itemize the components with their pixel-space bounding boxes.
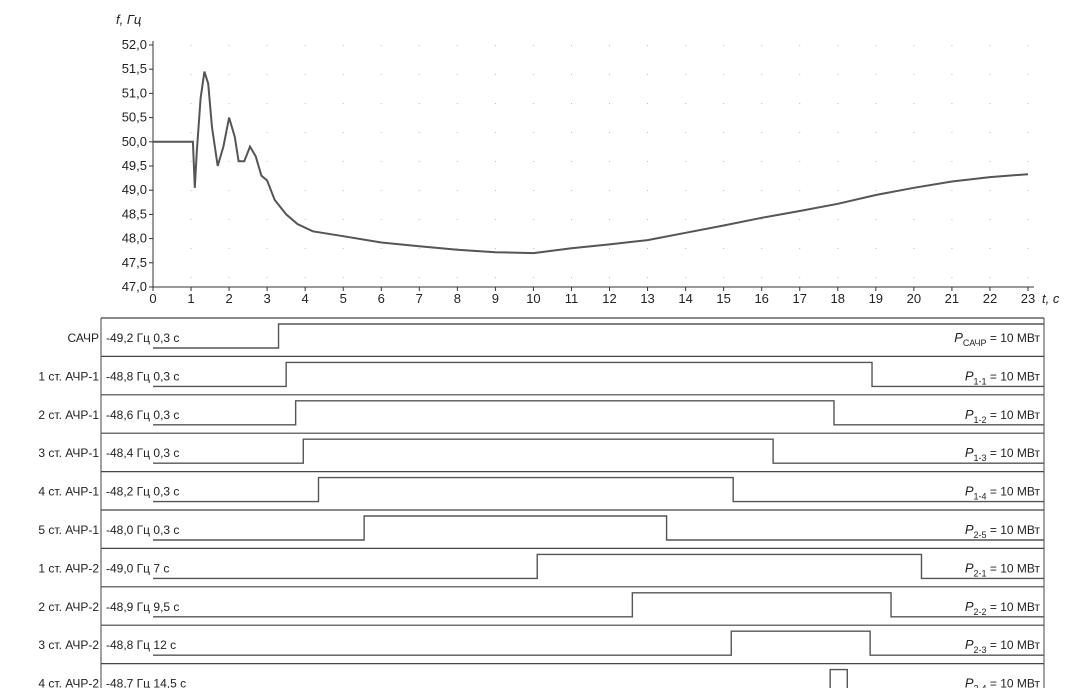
stage-timing-table: САЧР -49,2 Гц 0,3 с PСАЧР = 10 МВт 1 ст. АЧ… [38, 317, 1045, 688]
stage-power-label: P1-4 = 10 МВт [965, 484, 1041, 502]
y-tick-label: 51,5 [122, 61, 147, 76]
stage-power-label: PСАЧР = 10 МВт [954, 330, 1040, 348]
stage-setting: -48,8 Гц 12 с [106, 638, 176, 652]
x-tick-label: 13 [640, 291, 654, 306]
y-tick-label: 51,0 [122, 85, 147, 100]
x-tick-label: 1 [187, 291, 194, 306]
y-tick-label: 48,0 [122, 231, 147, 246]
x-tick-label: 17 [793, 291, 807, 306]
stage-name: 3 ст. АЧР-1 [38, 446, 99, 460]
stage-signal [153, 323, 1044, 349]
frequency-curve [153, 71, 1029, 255]
stage-setting: -48,9 Гц 9,5 с [106, 600, 179, 614]
stage-signal [153, 476, 1044, 503]
y-tick-label: 49,0 [122, 182, 147, 197]
stage-signal [153, 515, 1044, 541]
stage-setting: -48,7 Гц 14,5 с [106, 677, 186, 688]
x-tick-label: 19 [869, 291, 883, 306]
stage-signal [829, 668, 848, 688]
x-tick-label: 5 [340, 291, 347, 306]
stage-name: 5 ст. АЧР-1 [38, 523, 99, 537]
stage-name: 2 ст. АЧР-1 [38, 408, 99, 422]
x-tick-label: 2 [225, 291, 232, 306]
x-tick-label: 6 [378, 291, 385, 306]
stage-name: 3 ст. АЧР-2 [38, 638, 99, 652]
stage-signal [153, 553, 1044, 580]
stage-power-label: P2-2 = 10 МВт [965, 599, 1041, 617]
stage-power-label: P2-5 = 10 МВт [965, 522, 1041, 540]
stage-power-label: P1-2 = 10 МВт [965, 407, 1041, 425]
stage-name: САЧР [68, 331, 99, 345]
x-tick-label: 21 [945, 291, 959, 306]
stage-power-label: P2-4 = 10 МВт [965, 676, 1041, 688]
stage-setting: -48,2 Гц 0,3 с [106, 485, 179, 499]
stage-signal [153, 630, 1044, 656]
stage-signal [153, 361, 1044, 388]
stage-name: 4 ст. АЧР-2 [38, 677, 99, 688]
stage-name: 2 ст. АЧР-2 [38, 600, 99, 614]
y-tick-label: 50,5 [122, 110, 147, 125]
x-axis-label: t, с [1042, 291, 1060, 306]
x-tick-label: 10 [526, 291, 540, 306]
x-tick-label: 11 [565, 291, 579, 306]
x-tick-label: 4 [302, 291, 309, 306]
y-tick-label: 52,0 [122, 37, 147, 52]
y-axis-label: f, Гц [116, 12, 141, 27]
x-tick-label: 12 [602, 291, 616, 306]
stage-signal [153, 438, 1044, 464]
x-tick-label: 18 [831, 291, 845, 306]
stage-setting: -48,0 Гц 0,3 с [106, 523, 179, 537]
plot-axes [152, 41, 1034, 288]
x-tick-label: 16 [754, 291, 768, 306]
y-tick-label: 49,5 [122, 158, 147, 173]
y-tick-label: 47,0 [122, 279, 147, 294]
x-tick-label: 9 [492, 291, 499, 306]
stage-signal [153, 592, 1044, 618]
stage-power-label: P2-1 = 10 МВт [965, 560, 1041, 578]
x-tick-label: 23 [1021, 291, 1035, 306]
x-tick-label: 7 [416, 291, 423, 306]
stage-setting: -49,0 Гц 7 с [106, 561, 169, 575]
x-tick-label: 14 [678, 291, 692, 306]
stage-setting: -49,2 Гц 0,3 с [106, 331, 179, 345]
x-tick-label: 8 [454, 291, 461, 306]
stage-power-label: P1-3 = 10 МВт [965, 445, 1041, 463]
stage-setting: -48,8 Гц 0,3 с [106, 369, 179, 383]
stage-name: 1 ст. АЧР-1 [38, 369, 99, 383]
stage-setting: -48,6 Гц 0,3 с [106, 408, 179, 422]
stage-name: 4 ст. АЧР-1 [38, 485, 99, 499]
y-tick-label: 48,5 [122, 206, 147, 221]
stage-power-label: P1-1 = 10 МВт [965, 368, 1041, 386]
stage-name: 1 ст. АЧР-2 [38, 561, 99, 575]
stage-setting: -48,4 Гц 0,3 с [106, 446, 179, 460]
stage-power-label: P2-3 = 10 МВт [965, 637, 1041, 655]
plot-grid [152, 45, 1029, 287]
x-tick-label: 15 [716, 291, 730, 306]
x-tick-labels: 0 1 2 3 4 5 6 7 8 9 10 11 12 13 14 15 16 17 18 19 20 21 22 23 [149, 287, 1035, 306]
y-tick-labels: 47,0 47,5 48,0 48,5 49,0 49,5 50,0 50,5 51,0 51,5… [122, 37, 153, 294]
x-tick-label: 20 [907, 291, 921, 306]
x-tick-label: 22 [983, 291, 997, 306]
y-tick-label: 50,0 [122, 134, 147, 149]
stage-signal [153, 400, 1044, 426]
x-tick-label: 0 [149, 291, 156, 306]
x-tick-label: 3 [264, 291, 271, 306]
y-tick-label: 47,5 [122, 255, 147, 270]
